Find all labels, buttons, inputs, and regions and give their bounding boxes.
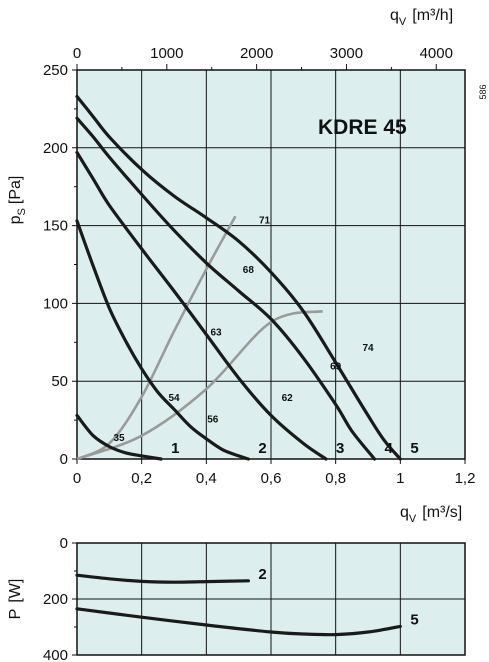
efficiency-labels: 35 54 56 63 68 71 62 69 74 xyxy=(113,215,374,444)
power-plot-grid xyxy=(72,542,466,656)
pressure-plot-grid xyxy=(72,64,466,464)
x2-tick-label: 4000 xyxy=(420,45,453,62)
fan-curve-2 xyxy=(75,219,250,461)
y-tick-label: 200 xyxy=(43,140,68,157)
power-curve-labels: 25 xyxy=(258,566,418,629)
x-tick-label: 0,4 xyxy=(196,470,217,487)
x-tick-label: 1 xyxy=(396,470,404,487)
y-axis-label: pS[Pa] xyxy=(7,176,28,225)
efficiency-label: 69 xyxy=(330,362,342,373)
x-tick-labels: 0 0,2 0,4 0,6 0,8 1 1,2 xyxy=(73,470,476,487)
x-tick-label: 0,2 xyxy=(131,470,152,487)
power-curve-5 xyxy=(75,607,402,637)
efficiency-label: 68 xyxy=(243,265,255,276)
x2-tick-label: 2000 xyxy=(240,45,273,62)
curve-label-3: 3 xyxy=(336,440,344,457)
x-tick-label: 0,8 xyxy=(325,470,346,487)
x2-tick-label: 3000 xyxy=(330,45,363,62)
fan-curve-4 xyxy=(75,116,377,461)
fan-curve-1 xyxy=(75,413,163,461)
efficiency-label: 54 xyxy=(168,393,180,404)
efficiency-label: 71 xyxy=(259,215,271,226)
power-curve-label-2: 2 xyxy=(258,566,266,583)
x2-tick-label: 0 xyxy=(73,45,81,62)
y-tick-label: 50 xyxy=(51,373,68,390)
curve-label-2: 2 xyxy=(258,440,266,457)
system-curve xyxy=(76,309,323,461)
efficiency-label: 74 xyxy=(362,343,374,354)
power-curves xyxy=(75,573,402,637)
figure-code: 586 xyxy=(478,84,488,99)
y-tick-label: 250 xyxy=(43,62,68,79)
y-tick-label: 100 xyxy=(43,295,68,312)
fan-curve-5 xyxy=(75,94,402,461)
efficiency-label: 62 xyxy=(282,393,294,404)
power-y-axis-label: P[W] xyxy=(7,579,24,620)
power-y-tick-label: 200 xyxy=(43,591,68,608)
x2-tick-label: 1000 xyxy=(150,45,183,62)
y-tick-label: 0 xyxy=(60,451,68,468)
fan-curve-3 xyxy=(75,150,328,461)
power-y-tick-label: 0 xyxy=(60,535,68,552)
efficiency-label: 63 xyxy=(210,327,222,338)
chart-title: KDRE 45 xyxy=(318,116,407,139)
efficiency-label: 35 xyxy=(113,433,125,444)
x-tick-label: 0,6 xyxy=(261,470,282,487)
curve-label-4: 4 xyxy=(384,440,393,457)
fan-curves xyxy=(75,94,402,461)
x-tick-label: 1,2 xyxy=(455,470,476,487)
power-y-tick-labels: 0 200 400 xyxy=(43,535,68,662)
x-tick-label: 0 xyxy=(73,470,81,487)
y-tick-label: 150 xyxy=(43,218,68,235)
power-y-tick-label: 400 xyxy=(43,647,68,662)
curve-label-1: 1 xyxy=(171,440,179,457)
x2-axis-label: qV [m³/h] xyxy=(390,7,453,28)
x-axis-label: qV [m³/s] xyxy=(400,504,462,525)
efficiency-label: 56 xyxy=(207,415,219,426)
power-curve-2 xyxy=(75,573,250,584)
y-tick-labels: 0 50 100 150 200 250 xyxy=(43,62,68,468)
x2-tick-labels: 0 1000 2000 3000 4000 xyxy=(73,45,453,62)
power-curve-label-5: 5 xyxy=(410,611,418,628)
curve-label-5: 5 xyxy=(410,440,418,457)
